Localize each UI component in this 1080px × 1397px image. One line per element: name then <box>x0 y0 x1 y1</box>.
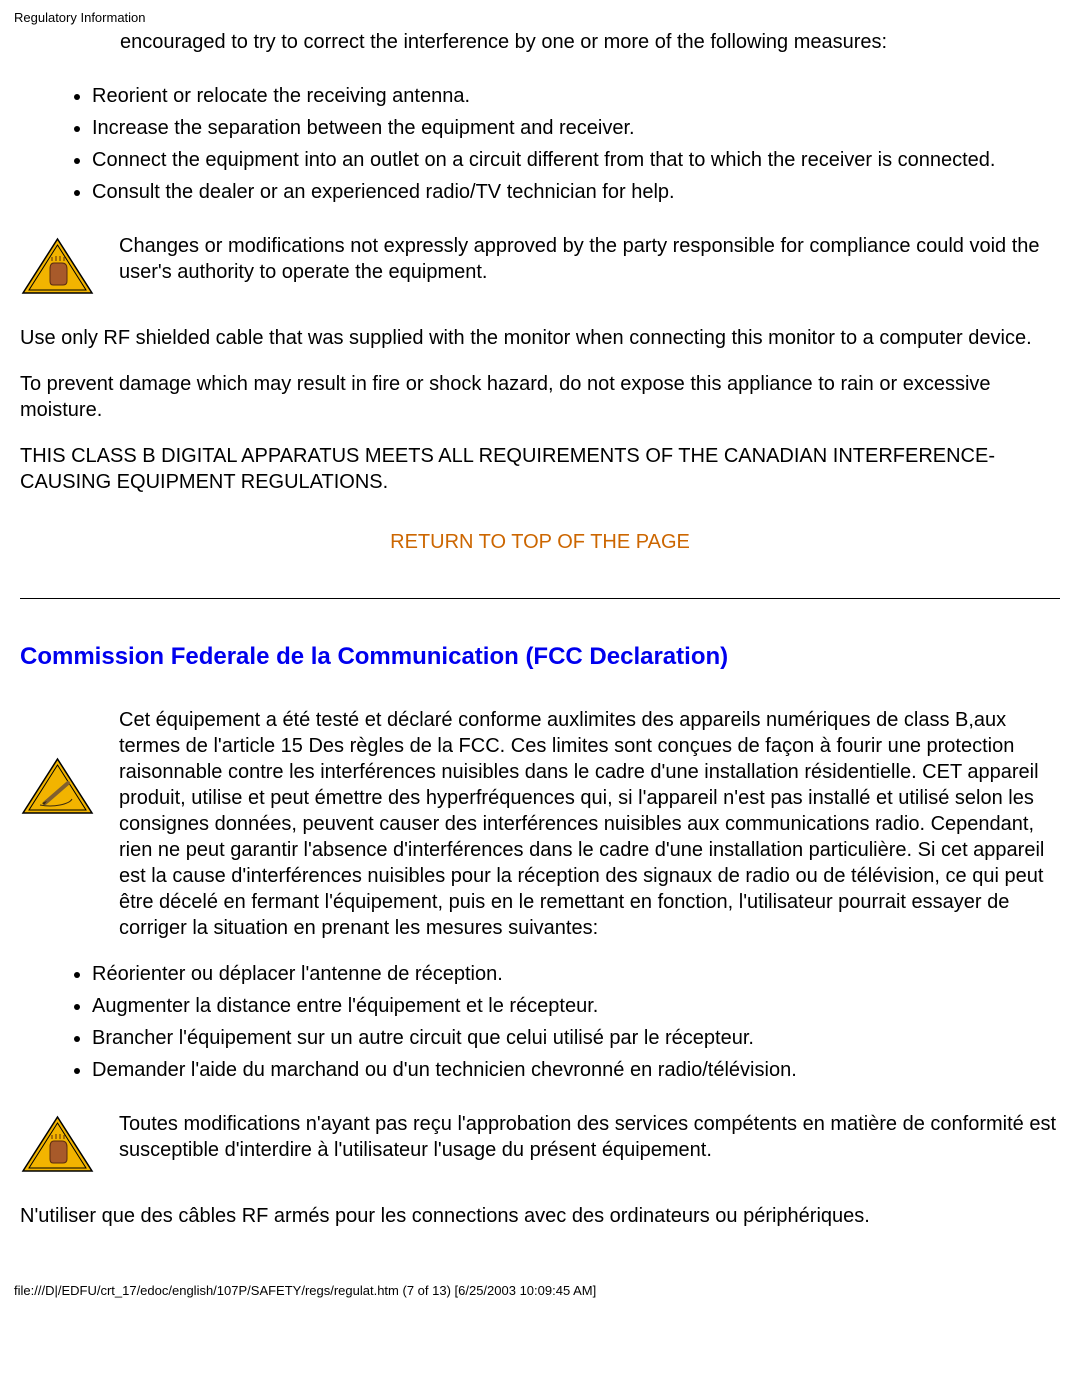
warning-hand-icon <box>20 237 95 297</box>
document-footer: file:///D|/EDFU/crt_17/edoc/english/107P… <box>0 1249 1080 1308</box>
warning-text-french: Toutes modifications n'ayant pas reçu l'… <box>119 1111 1060 1163</box>
document-header: Regulatory Information <box>0 0 1080 29</box>
list-item: Réorienter ou déplacer l'antenne de réce… <box>92 961 1060 987</box>
warning-block-english: Changes or modifications not expressly a… <box>20 233 1060 297</box>
list-item: Connect the equipment into an outlet on … <box>92 147 1060 173</box>
class-b-paragraph: THIS CLASS B DIGITAL APPARATUS MEETS ALL… <box>20 443 1060 495</box>
bullet-list-english: Reorient or relocate the receiving anten… <box>68 83 1060 205</box>
warning-block-french: Toutes modifications n'ayant pas reçu l'… <box>20 1111 1060 1175</box>
intro-paragraph: encouraged to try to correct the interfe… <box>120 29 1060 55</box>
warning-text: Changes or modifications not expressly a… <box>119 233 1060 285</box>
section-divider <box>20 598 1060 599</box>
return-top-link-container: RETURN TO TOP OF THE PAGE <box>20 531 1060 554</box>
french-intro-text: Cet équipement a été testé et déclaré co… <box>119 707 1060 941</box>
list-item: Reorient or relocate the receiving anten… <box>92 83 1060 109</box>
warning-hand-icon <box>20 1115 95 1175</box>
list-item: Brancher l'équipement sur un autre circu… <box>92 1025 1060 1051</box>
fire-shock-paragraph: To prevent damage which may result in fi… <box>20 371 1060 423</box>
warning-pencil-icon <box>20 757 95 817</box>
return-top-link[interactable]: RETURN TO TOP OF THE PAGE <box>390 531 690 553</box>
list-item: Augmenter la distance entre l'équipement… <box>92 993 1060 1019</box>
french-intro-block: Cet équipement a été testé et déclaré co… <box>20 707 1060 941</box>
list-item: Increase the separation between the equi… <box>92 115 1060 141</box>
rf-shielded-paragraph: Use only RF shielded cable that was supp… <box>20 325 1060 351</box>
fcc-heading-french: Commission Federale de la Communication … <box>20 643 1060 671</box>
list-item: Consult the dealer or an experienced rad… <box>92 179 1060 205</box>
rf-shielded-paragraph-french: N'utiliser que des câbles RF armés pour … <box>20 1203 1060 1229</box>
bullet-list-french: Réorienter ou déplacer l'antenne de réce… <box>68 961 1060 1083</box>
list-item: Demander l'aide du marchand ou d'un tech… <box>92 1057 1060 1083</box>
